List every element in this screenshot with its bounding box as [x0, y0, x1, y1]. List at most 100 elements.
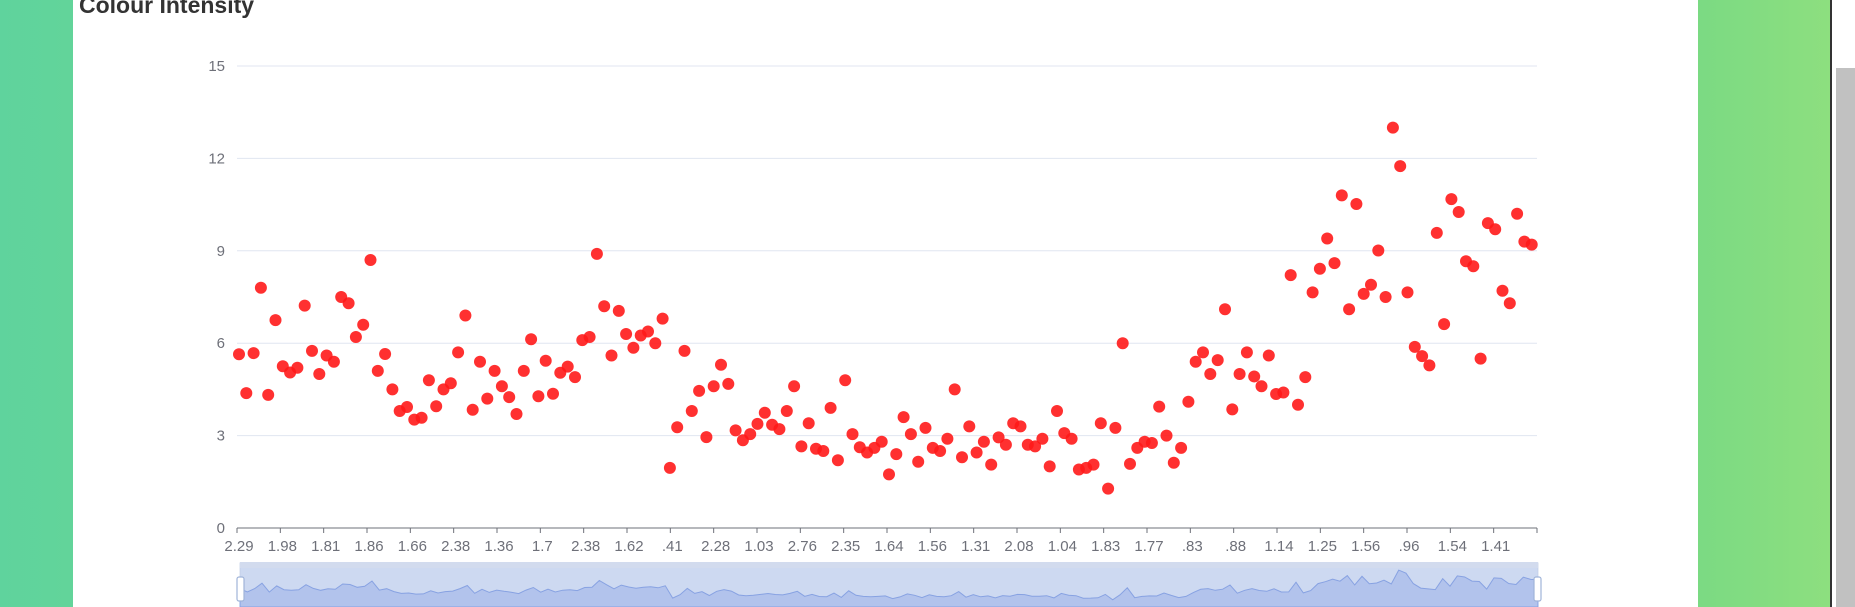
- data-point: [1226, 403, 1239, 416]
- data-point: [627, 341, 640, 354]
- data-point: [1014, 420, 1027, 433]
- x-tick-label: 1.7: [532, 538, 553, 555]
- data-point: [269, 314, 282, 327]
- data-point: [488, 364, 501, 377]
- data-point: [1313, 262, 1326, 275]
- data-point: [1401, 286, 1414, 299]
- data-point: [904, 428, 917, 441]
- data-point: [342, 297, 355, 310]
- data-point: [715, 358, 727, 371]
- data-point: [729, 424, 742, 437]
- data-point: [459, 309, 472, 322]
- chart-title: Colour Intensity: [79, 0, 255, 18]
- data-point: [1153, 400, 1166, 413]
- data-point: [919, 421, 932, 434]
- data-point: [1474, 352, 1487, 365]
- data-point: [1386, 121, 1399, 134]
- x-tick-label: 1.66: [398, 538, 427, 555]
- data-point: [956, 451, 968, 464]
- x-tick-label: 1.56: [918, 538, 947, 555]
- data-point: [1423, 359, 1436, 372]
- y-tick-label: 15: [208, 58, 225, 75]
- data-point: [364, 254, 377, 266]
- y-tick-label: 3: [217, 428, 225, 445]
- axes: 0 3 6 9 12 15 2.29 1.98 1.81 1.86 1.66 2.38 1.36 1.7 2…: [208, 58, 1538, 555]
- data-point: [503, 391, 516, 404]
- data-point: [422, 374, 435, 387]
- data-point: [349, 331, 362, 343]
- data-point: [1379, 291, 1392, 303]
- data-point: [1248, 370, 1261, 383]
- data-point: [430, 400, 443, 413]
- data-point: [883, 468, 895, 481]
- data-point: [846, 428, 859, 441]
- data-point: [466, 403, 479, 416]
- data-point: [817, 445, 830, 457]
- data-point: [934, 445, 947, 457]
- data-point: [751, 417, 764, 430]
- x-tick-label: .83: [1182, 538, 1203, 555]
- data-zoom-slider[interactable]: [236, 562, 1542, 607]
- x-tick-label: 1.25: [1308, 538, 1337, 555]
- data-point: [415, 411, 428, 424]
- data-point: [1204, 368, 1217, 380]
- x-tick-label: 1.64: [874, 538, 903, 555]
- x-tick-label: 1.77: [1134, 538, 1163, 555]
- data-point: [1233, 368, 1246, 380]
- data-point: [1124, 457, 1136, 470]
- data-point: [992, 431, 1005, 444]
- data-point: [773, 423, 786, 436]
- slider-selected-range[interactable]: [240, 568, 1538, 607]
- data-point: [510, 408, 523, 420]
- data-point: [1116, 337, 1129, 350]
- x-tick-label: 1.86: [354, 538, 383, 555]
- data-point: [1240, 346, 1253, 359]
- x-tick-label: 1.54: [1438, 538, 1467, 555]
- data-point: [1160, 429, 1173, 442]
- scrollbar-thumb[interactable]: [1836, 68, 1855, 607]
- x-tick-label: 2.76: [788, 538, 817, 555]
- data-point: [620, 328, 633, 340]
- data-point: [1182, 395, 1195, 408]
- data-point: [379, 348, 392, 360]
- x-tick-label: .41: [662, 538, 683, 555]
- data-point: [1065, 432, 1078, 445]
- slider-top-bar[interactable]: [240, 562, 1538, 568]
- data-point: [1343, 303, 1356, 316]
- data-point: [649, 337, 662, 350]
- data-point: [941, 432, 954, 445]
- x-tick-label: .96: [1399, 538, 1420, 555]
- y-tick-label: 0: [217, 520, 225, 537]
- x-tick-label: 1.14: [1264, 538, 1293, 555]
- x-tick-label: 2.29: [224, 538, 253, 555]
- data-point: [1189, 355, 1202, 368]
- data-point: [1211, 354, 1224, 367]
- data-point: [678, 344, 691, 357]
- data-point: [977, 435, 990, 448]
- data-point: [517, 364, 530, 377]
- data-point: [240, 387, 253, 400]
- data-point: [1109, 421, 1122, 434]
- slider-handle-right[interactable]: [1533, 576, 1542, 602]
- x-tick-label: 1.83: [1091, 538, 1120, 555]
- x-tick-label: 1.41: [1481, 538, 1510, 555]
- data-point: [1277, 386, 1290, 399]
- x-tick-label: 1.03: [744, 538, 773, 555]
- x-tick-label: 2.08: [1004, 538, 1033, 555]
- data-point: [1036, 432, 1049, 445]
- data-point: [758, 406, 771, 419]
- data-point: [1372, 244, 1385, 257]
- slider-handle-left[interactable]: [236, 576, 245, 602]
- data-point: [1525, 238, 1538, 251]
- data-point: [1416, 350, 1429, 363]
- data-point: [386, 383, 399, 396]
- x-tick-label: 2.35: [831, 538, 860, 555]
- x-tick-label: 1.98: [268, 538, 297, 555]
- x-tick-label: 1.31: [961, 538, 990, 555]
- data-point: [298, 299, 311, 312]
- data-point: [1452, 206, 1465, 218]
- data-point: [444, 377, 457, 390]
- data-point: [1489, 223, 1502, 236]
- data-point: [722, 377, 735, 390]
